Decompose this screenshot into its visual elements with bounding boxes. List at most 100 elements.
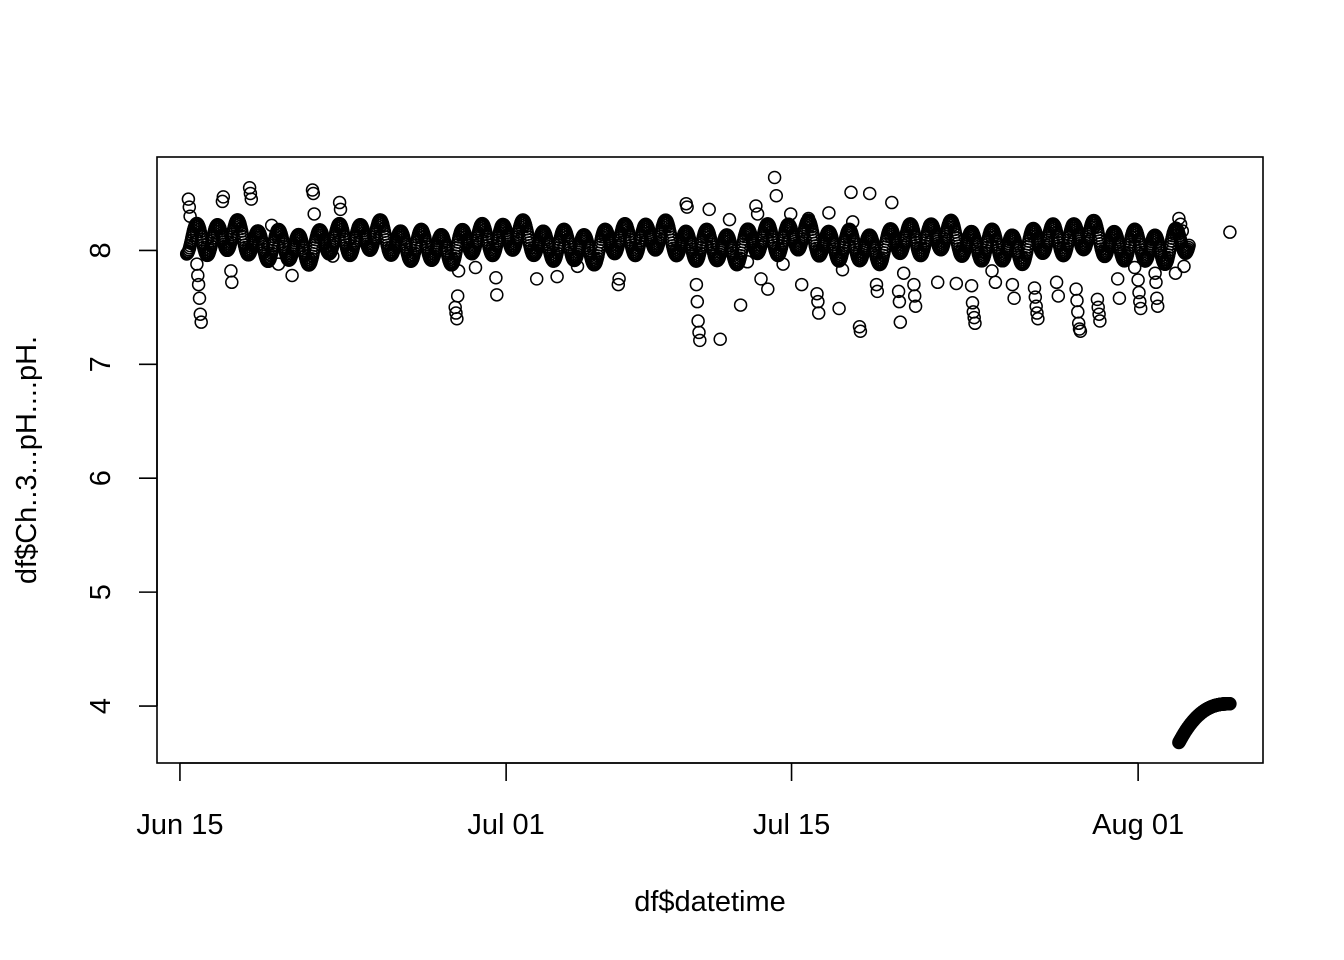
data-point [190, 257, 204, 271]
data-point [216, 190, 231, 204]
data-point [1131, 273, 1145, 287]
data-point [183, 209, 197, 223]
data-point [1031, 312, 1045, 326]
data-point [181, 192, 196, 206]
data-point [1150, 291, 1164, 305]
y-axis-label: df$Ch..3...pH....pH. [11, 336, 43, 584]
data-point [490, 288, 504, 302]
data-point [869, 277, 884, 292]
data-point [896, 266, 911, 280]
data-point [1051, 289, 1066, 303]
data-point [224, 264, 238, 278]
data-point [908, 299, 923, 313]
data-point [761, 282, 775, 296]
data-point [1093, 314, 1107, 328]
data-point [326, 249, 340, 263]
data-point [550, 269, 564, 284]
y-axis: 4 5 6 7 8 [85, 242, 158, 714]
data-point [733, 298, 748, 312]
data-point [702, 202, 716, 217]
data-point [822, 206, 836, 220]
data-point [244, 192, 259, 206]
y-tick-label: 8 [85, 242, 117, 258]
data-point [450, 289, 465, 303]
data-point [611, 277, 626, 292]
data-point [468, 260, 483, 275]
data-point [285, 268, 299, 283]
data-point [988, 275, 1003, 290]
data-point [844, 185, 858, 200]
data-point [693, 333, 707, 348]
data-point [692, 325, 706, 340]
data-point [907, 289, 922, 303]
data-point [1223, 697, 1237, 711]
data-point [811, 306, 826, 320]
x-tick-label: Jul 01 [467, 809, 544, 841]
x-tick-label: Jul 15 [753, 809, 830, 841]
data-point [1133, 294, 1147, 309]
data-point [1071, 305, 1085, 319]
data-point [930, 275, 945, 290]
data-point [892, 294, 907, 309]
data-points [179, 170, 1237, 750]
data-point [264, 218, 279, 233]
data-point [893, 315, 908, 329]
data-point [810, 286, 824, 301]
data-point [852, 319, 867, 334]
data-point [1150, 299, 1165, 313]
data-point [967, 310, 981, 325]
data-point [965, 296, 980, 310]
data-point [1173, 217, 1188, 231]
data-point [243, 186, 258, 201]
data-point [783, 207, 798, 221]
data-point [769, 188, 784, 203]
data-point [801, 211, 816, 226]
data-point [907, 277, 921, 292]
data-point [1091, 300, 1105, 315]
x-axis: Jun 15 Jul 01 Jul 15 Aug 01 [136, 762, 1184, 841]
data-point [1133, 301, 1148, 316]
data-point [845, 215, 860, 229]
data-point [767, 170, 782, 185]
data-point [333, 202, 348, 217]
x-tick-label: Aug 01 [1092, 809, 1184, 841]
data-point [1172, 211, 1186, 226]
data-point [853, 324, 868, 339]
data-point [964, 278, 979, 293]
data-point [722, 212, 737, 227]
x-axis-label: df$datetime [634, 886, 786, 918]
data-point [1005, 277, 1020, 292]
data-point [1030, 306, 1044, 320]
data-point [968, 316, 982, 331]
data-point [1069, 282, 1083, 296]
data-point [754, 272, 768, 286]
data-point [870, 284, 885, 299]
data-point [450, 312, 464, 326]
data-point [985, 264, 999, 278]
data-point [713, 332, 727, 347]
data-point [832, 301, 846, 316]
data-point [307, 207, 321, 221]
x-tick-label: Jun 15 [136, 809, 223, 841]
data-point [451, 264, 466, 278]
data-point [306, 186, 321, 201]
data-point [690, 294, 705, 309]
data-point [691, 314, 705, 328]
data-point [1073, 324, 1088, 339]
data-point [680, 200, 694, 214]
data-point [332, 195, 347, 210]
data-point [612, 272, 626, 286]
data-point [271, 257, 286, 271]
data-point [194, 315, 208, 329]
data-point [740, 255, 755, 269]
data-point [835, 263, 850, 277]
data-point [449, 306, 463, 320]
data-point [529, 272, 544, 286]
y-tick-label: 6 [85, 470, 117, 486]
data-point [1148, 266, 1162, 280]
data-point [749, 199, 763, 213]
data-point [1028, 290, 1043, 304]
data-point [811, 294, 825, 309]
data-point [750, 207, 765, 221]
